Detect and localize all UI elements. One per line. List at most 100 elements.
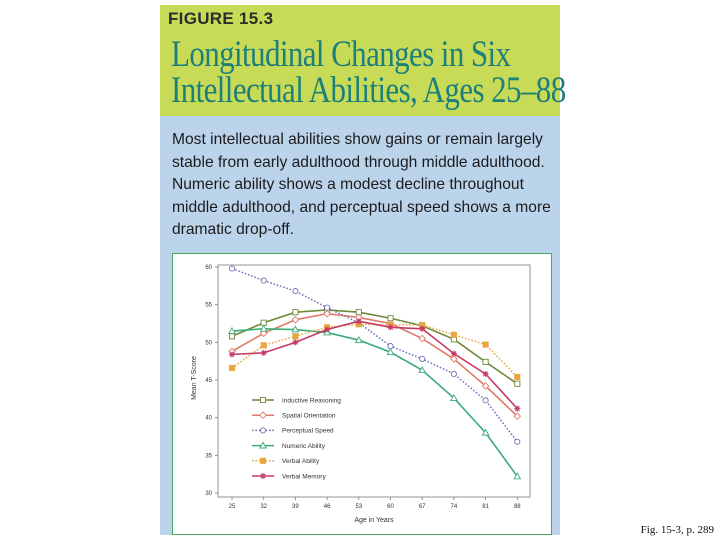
data-point-verbal-memory xyxy=(324,326,331,333)
data-point-perceptual-speed xyxy=(450,370,457,378)
data-point-perceptual-speed xyxy=(260,277,267,284)
data-point-spatial-orientation xyxy=(481,382,490,390)
data-point-spatial-orientation xyxy=(450,355,458,363)
data-point-inductive-reasoning xyxy=(260,319,267,326)
series-line-verbal-ability xyxy=(231,323,518,378)
data-point-numeric-ability xyxy=(513,472,522,480)
legend-swatch-marker xyxy=(259,411,267,420)
data-point-inductive-reasoning xyxy=(482,358,489,365)
legend-label: Perceptual Speed xyxy=(282,428,334,435)
legend-label: Verbal Memory xyxy=(282,473,326,480)
data-point-verbal-memory xyxy=(229,351,235,358)
legend-swatch-marker xyxy=(259,396,267,404)
legend-item-verbal-memory: Verbal Memory xyxy=(252,473,326,480)
figure-title-line-1: Longitudinal Changes in Six xyxy=(171,33,511,75)
legend-swatch-marker xyxy=(259,427,267,434)
data-point-verbal-ability xyxy=(482,341,489,348)
data-point-verbal-memory xyxy=(292,339,299,346)
data-point-verbal-memory xyxy=(450,350,457,357)
series-line-perceptual-speed xyxy=(231,267,518,443)
y-tick-label: 50 xyxy=(205,340,212,346)
x-tick-label: 32 xyxy=(260,504,267,510)
x-tick-label: 74 xyxy=(451,504,458,510)
data-point-numeric-ability xyxy=(259,324,268,332)
data-point-perceptual-speed xyxy=(292,288,299,295)
figure-caption: Most intellectual abilities show gains o… xyxy=(172,131,551,238)
data-point-verbal-memory xyxy=(355,318,362,325)
data-point-verbal-memory xyxy=(482,370,489,377)
series-verbal-memory xyxy=(229,318,521,412)
data-point-perceptual-speed xyxy=(228,265,236,272)
data-point-verbal-memory xyxy=(419,325,426,332)
data-point-perceptual-speed xyxy=(514,438,521,445)
data-point-spatial-orientation xyxy=(513,412,522,420)
data-point-perceptual-speed xyxy=(387,343,394,350)
series-spatial-orientation xyxy=(228,309,522,420)
data-point-spatial-orientation xyxy=(291,315,300,324)
data-point-verbal-ability xyxy=(450,331,457,338)
data-point-spatial-orientation xyxy=(418,334,427,343)
legend-item-perceptual-speed: Perceptual Speed xyxy=(252,427,334,435)
x-tick-label: 88 xyxy=(514,504,521,510)
legend-label: Inductive Reasoning xyxy=(282,397,341,404)
legend-item-verbal-ability: Verbal Ability xyxy=(252,457,320,465)
x-tick-label: 53 xyxy=(355,504,362,510)
plot-area xyxy=(217,264,531,498)
y-tick-label: 55 xyxy=(205,303,212,309)
x-tick-label: 46 xyxy=(324,504,331,510)
data-point-numeric-ability xyxy=(418,366,427,374)
series-line-numeric-ability xyxy=(231,327,518,477)
legend-item-spatial-orientation: Spatial Orientation xyxy=(252,411,336,420)
data-point-numeric-ability xyxy=(386,348,395,355)
series-line-verbal-memory xyxy=(231,320,518,410)
data-point-perceptual-speed xyxy=(324,304,331,311)
series-line-spatial-orientation xyxy=(231,312,518,417)
x-axis-title: Age in Years xyxy=(354,517,394,524)
data-point-numeric-ability xyxy=(291,325,300,333)
y-tick-label: 40 xyxy=(205,416,212,422)
data-point-verbal-memory xyxy=(514,405,521,412)
legend-item-numeric-ability: Numeric Ability xyxy=(252,441,326,450)
y-tick-label: 60 xyxy=(205,265,212,271)
data-point-verbal-ability xyxy=(260,342,267,349)
data-point-inductive-reasoning xyxy=(292,309,299,316)
data-point-numeric-ability xyxy=(481,428,490,436)
series-line-inductive-reasoning xyxy=(231,309,518,385)
data-point-verbal-ability xyxy=(228,364,236,371)
data-point-perceptual-speed xyxy=(482,397,489,404)
figure-label: FIGURE 15.3 xyxy=(168,9,274,28)
series-numeric-ability xyxy=(228,324,522,480)
x-tick-label: 25 xyxy=(229,504,236,510)
legend-swatch-marker xyxy=(259,457,267,464)
figure-header xyxy=(160,5,560,116)
x-tick-label: 39 xyxy=(292,504,299,510)
data-point-verbal-memory xyxy=(260,349,267,356)
data-point-spatial-orientation xyxy=(259,329,268,338)
y-axis-title: Mean T-Score xyxy=(191,356,198,400)
data-point-perceptual-speed xyxy=(419,355,426,362)
data-point-numeric-ability xyxy=(449,393,458,401)
legend-swatch-marker xyxy=(259,441,267,449)
data-point-verbal-ability xyxy=(292,333,299,340)
legend-item-inductive-reasoning: Inductive Reasoning xyxy=(252,396,341,404)
legend-label: Spatial Orientation xyxy=(282,413,336,420)
x-tick-label: 67 xyxy=(419,504,426,510)
data-point-inductive-reasoning xyxy=(514,380,521,387)
legend-label: Numeric Ability xyxy=(282,443,326,450)
data-point-inductive-reasoning xyxy=(228,333,236,340)
line-chart: 30 35 40 45 50 55 60 25 32 39 46 53 60 67 74 81 88 Age in… xyxy=(191,264,531,524)
data-point-numeric-ability xyxy=(228,326,236,334)
data-point-verbal-ability xyxy=(514,373,521,381)
legend-label: Verbal Ability xyxy=(282,458,320,465)
x-tick-label: 81 xyxy=(482,504,489,510)
y-tick-label: 35 xyxy=(205,453,212,459)
data-point-spatial-orientation xyxy=(323,309,331,318)
x-tick-label: 60 xyxy=(387,504,394,510)
y-tick-label: 30 xyxy=(205,491,212,497)
chart-frame xyxy=(172,253,552,535)
source-note: Fig. 15-3, p. 289 xyxy=(640,524,714,536)
data-point-verbal-memory xyxy=(387,324,394,331)
data-point-numeric-ability xyxy=(354,335,363,343)
figure-title-line-2: Intellectual Abilities, Ages 25–88 xyxy=(171,69,566,111)
